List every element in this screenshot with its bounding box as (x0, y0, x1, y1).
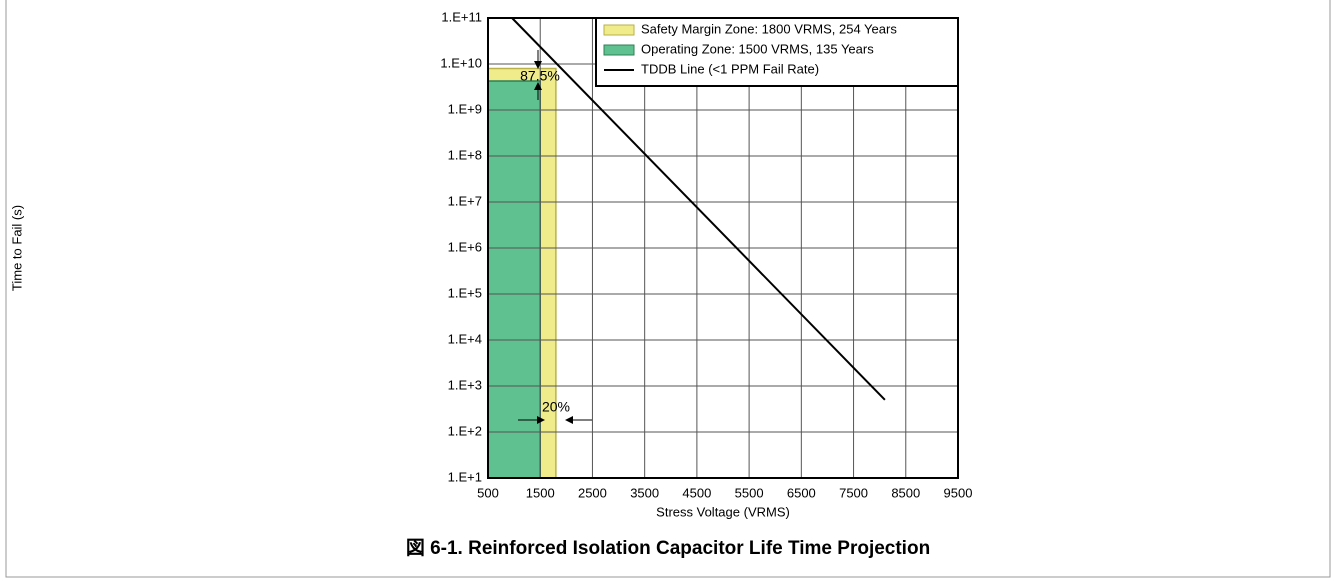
y-tick-label: 1.E+4 (448, 331, 482, 346)
legend-label: Safety Margin Zone: 1800 VRMS, 254 Years (641, 21, 897, 36)
annotation: 20% (542, 399, 570, 415)
legend-label: Operating Zone: 1500 VRMS, 135 Years (641, 41, 874, 56)
x-tick-label: 3500 (630, 485, 659, 500)
y-tick-label: 1.E+9 (448, 101, 482, 116)
y-tick-label: 1.E+10 (440, 55, 482, 70)
x-tick-label: 9500 (944, 485, 973, 500)
legend-box (595, 17, 959, 87)
legend-swatch (603, 24, 635, 36)
tddb-line (511, 17, 886, 401)
x-tick-label: 5500 (735, 485, 764, 500)
legend-label: TDDB Line (<1 PPM Fail Rate) (641, 61, 819, 76)
x-tick-label: 6500 (787, 485, 816, 500)
y-tick-label: 1.E+2 (448, 423, 482, 438)
y-tick-label: 1.E+8 (448, 147, 482, 162)
y-tick-label: 1.E+5 (448, 285, 482, 300)
x-tick-label: 7500 (839, 485, 868, 500)
x-tick-label: 500 (477, 485, 499, 500)
y-tick-label: 1.E+1 (448, 469, 482, 484)
zone-area (487, 80, 541, 479)
y-tick-label: 1.E+3 (448, 377, 482, 392)
y-tick-label: 1.E+7 (448, 193, 482, 208)
plot: 500 1500 2500 3500 4500 5500 6500 7500 8500 9500 1… (440, 9, 972, 500)
page-frame (5, 0, 1331, 578)
x-tick-label: 8500 (891, 485, 920, 500)
x-tick-label: 2500 (578, 485, 607, 500)
y-axis-label: Time to Fail (s) (9, 205, 24, 291)
x-tick-label: 1500 (526, 485, 555, 500)
x-tick-label: 4500 (682, 485, 711, 500)
annotation: 87.5% (520, 68, 560, 84)
legend-swatch (603, 44, 635, 56)
caption: 図 6-1. Reinforced Isolation Capacitor Li… (406, 537, 930, 559)
y-tick-label: 1.E+6 (448, 239, 482, 254)
y-tick-label: 1.E+11 (441, 9, 482, 24)
x-axis-label: Stress Voltage (VRMS) (656, 504, 790, 519)
